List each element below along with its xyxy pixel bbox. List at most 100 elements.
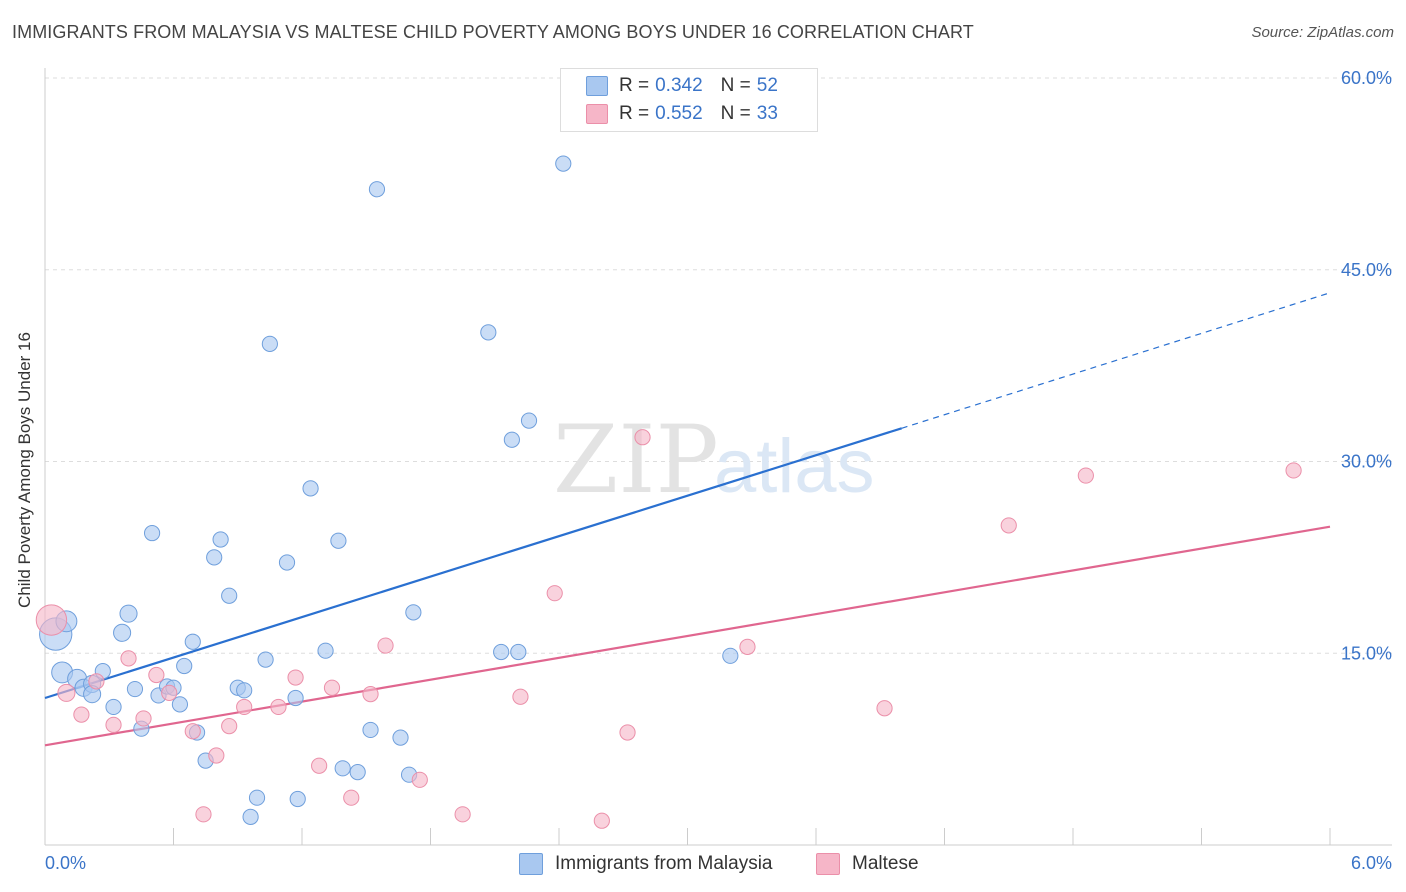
point-maltese — [739, 638, 756, 655]
watermark-atlas: atlas — [714, 424, 875, 509]
point-maltese — [619, 724, 636, 741]
point-malaysia — [362, 721, 379, 739]
point-malaysia — [143, 524, 161, 542]
point-maltese — [411, 771, 428, 788]
r-value: 0.552 — [655, 103, 703, 124]
y-axis-label: Child Poverty Among Boys Under 16 — [15, 332, 34, 608]
watermark-zip: ZIP — [553, 406, 719, 515]
point-malaysia — [119, 604, 138, 623]
y-tick-label: 15.0% — [1341, 643, 1392, 663]
point-maltese — [876, 700, 893, 717]
point-maltese — [454, 806, 471, 823]
point-malaysia — [555, 155, 572, 172]
point-maltese — [1285, 462, 1302, 479]
point-malaysia — [493, 643, 510, 661]
point-malaysia — [184, 633, 201, 650]
point-maltese — [120, 650, 137, 667]
point-malaysia — [206, 549, 223, 566]
point-maltese — [148, 666, 165, 684]
point-malaysia — [392, 729, 409, 746]
point-maltese — [57, 683, 76, 702]
n-label: N = — [720, 103, 751, 124]
point-maltese — [1000, 517, 1017, 534]
point-maltese — [546, 585, 563, 602]
stats-row-malaysia: R = 0.342 N = 52 — [586, 74, 778, 98]
y-tick-label: 45.0% — [1341, 260, 1392, 280]
point-maltese — [593, 812, 610, 829]
tick-labels: 15.0% 30.0% 45.0% 60.0% 0.0% 6.0% — [45, 68, 1392, 873]
point-maltese — [105, 716, 122, 733]
point-malaysia — [278, 554, 296, 571]
point-maltese — [208, 747, 225, 764]
point-maltese — [377, 637, 394, 654]
point-malaysia — [480, 324, 497, 341]
point-malaysia — [510, 643, 527, 661]
n-label: N = — [720, 75, 751, 96]
point-maltese — [195, 806, 212, 823]
source-label: Source: ZipAtlas.com — [1251, 24, 1394, 41]
point-malaysia — [330, 532, 347, 549]
point-maltese — [88, 673, 105, 690]
trend-line-extension — [901, 292, 1331, 429]
trend-line-maltese — [44, 525, 1331, 747]
trend-lines — [44, 292, 1331, 747]
point-maltese — [362, 686, 379, 703]
grid-lines — [45, 77, 1392, 654]
legend-swatch-maltese-icon — [816, 853, 840, 875]
correlation-stats-box: R = 0.342 N = 52 R = 0.552 N = 33 — [560, 68, 818, 132]
trend-line-malaysia — [44, 427, 902, 700]
point-malaysia — [317, 642, 334, 659]
legend-item-maltese[interactable]: Maltese — [816, 851, 919, 877]
data-points — [35, 155, 1302, 829]
y-tick-label: 60.0% — [1341, 68, 1392, 88]
r-value: 0.342 — [655, 75, 703, 96]
point-malaysia — [257, 651, 274, 668]
point-malaysia — [242, 808, 259, 825]
point-maltese — [35, 604, 68, 636]
legend-swatch-malaysia-icon — [519, 853, 543, 875]
point-maltese — [270, 698, 287, 716]
point-malaysia — [248, 789, 266, 806]
n-value: 33 — [756, 103, 778, 124]
y-tick-label: 30.0% — [1341, 452, 1392, 472]
x-tick-label: 0.0% — [45, 853, 86, 873]
point-maltese — [236, 698, 253, 716]
r-label: R = — [619, 75, 650, 96]
point-malaysia — [212, 531, 229, 548]
stats-row-maltese: R = 0.552 N = 33 — [586, 102, 778, 126]
point-maltese — [634, 429, 651, 446]
point-malaysia — [171, 696, 189, 713]
point-malaysia — [287, 689, 304, 707]
point-malaysia — [405, 604, 422, 621]
legend-label-maltese: Maltese — [852, 853, 919, 874]
point-malaysia — [113, 623, 132, 642]
point-maltese — [287, 669, 304, 686]
y-axis-label-container: Child Poverty Among Boys Under 16 — [10, 300, 40, 640]
n-value: 52 — [756, 75, 778, 96]
point-maltese — [135, 710, 152, 727]
watermark: ZIP atlas — [553, 406, 875, 515]
point-maltese — [221, 718, 238, 735]
point-maltese — [512, 688, 529, 705]
legend-item-malaysia[interactable]: Immigrants from Malaysia — [519, 851, 773, 877]
point-maltese — [184, 723, 201, 740]
r-label: R = — [619, 103, 650, 124]
point-maltese — [311, 757, 328, 774]
point-maltese — [323, 679, 341, 696]
point-malaysia — [289, 790, 306, 808]
point-malaysia — [105, 698, 122, 716]
point-malaysia — [221, 587, 238, 604]
point-malaysia — [126, 680, 144, 698]
swatch-malaysia-icon — [586, 76, 608, 96]
point-malaysia — [261, 335, 278, 352]
point-malaysia — [176, 657, 193, 675]
point-malaysia — [302, 480, 319, 497]
axes — [44, 68, 1392, 846]
x-tick-label: 6.0% — [1351, 853, 1392, 873]
point-malaysia — [722, 647, 739, 664]
point-malaysia — [236, 682, 253, 699]
point-malaysia — [503, 431, 520, 448]
swatch-maltese-icon — [586, 104, 608, 124]
point-malaysia — [520, 412, 538, 429]
